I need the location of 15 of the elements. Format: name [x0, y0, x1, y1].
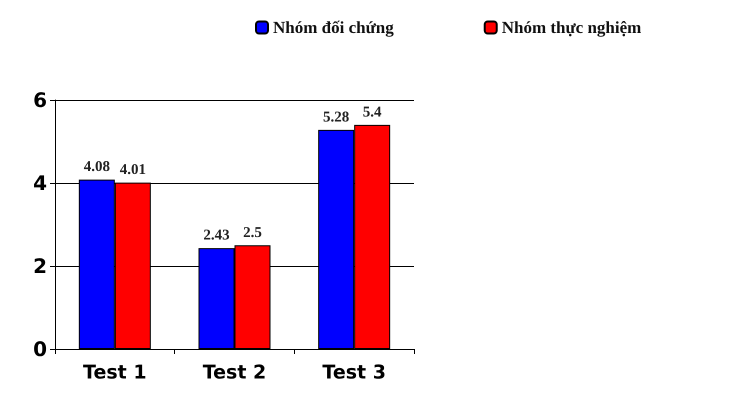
legend-label: Nhóm đối chứng [273, 18, 394, 37]
data-label: 4.01 [120, 162, 146, 178]
y-tick-label: 6 [33, 88, 47, 112]
legend-label: Nhóm thực nghiệm [502, 18, 642, 37]
x-tick-label: Test 2 [202, 362, 266, 384]
data-label: 4.08 [84, 159, 110, 176]
y-tick-label: 0 [33, 337, 47, 361]
data-label: 2.5 [243, 224, 262, 241]
y-tick-label: 2 [33, 254, 47, 278]
data-label: 5.28 [323, 109, 350, 126]
x-tick-label: Test 1 [83, 362, 147, 384]
data-label: 2.43 [203, 228, 230, 244]
data-label: 5.4 [362, 104, 382, 120]
y-tick-label: 4 [33, 171, 47, 195]
x-tick-label: Test 3 [322, 362, 386, 384]
